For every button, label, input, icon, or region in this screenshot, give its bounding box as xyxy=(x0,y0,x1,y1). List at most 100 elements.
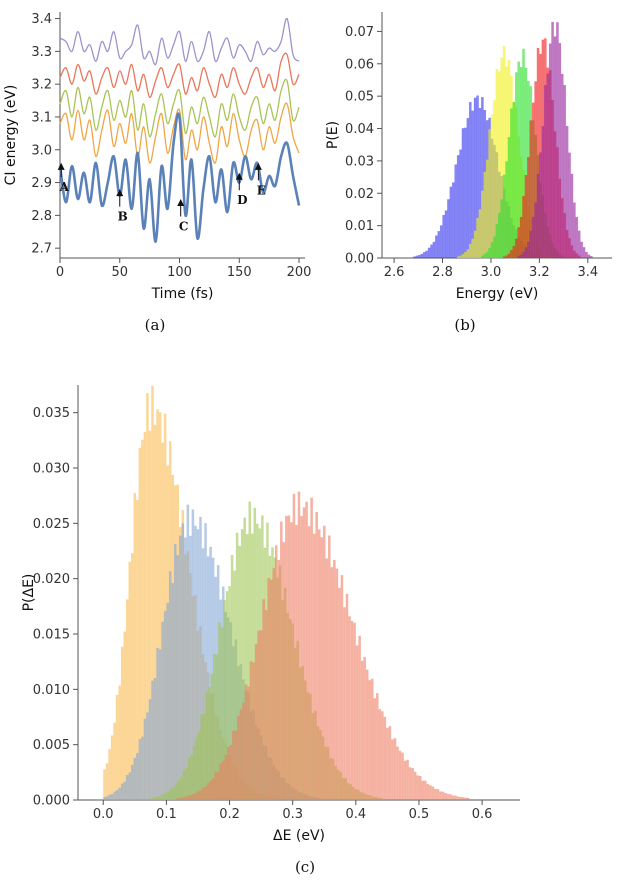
histogram-bar xyxy=(165,792,168,800)
histogram-bar xyxy=(113,722,116,800)
histogram-bar xyxy=(186,504,190,800)
y-tick-label: 3.1 xyxy=(31,110,52,125)
y-tick-label: 3.4 xyxy=(31,12,52,27)
histogram-bar xyxy=(181,523,185,800)
y-tick-label: 3.2 xyxy=(31,78,52,93)
histogram-bar xyxy=(312,533,316,800)
histogram-bar xyxy=(108,794,111,800)
histogram-bar xyxy=(500,199,504,259)
histogram-bar xyxy=(396,746,399,800)
histogram-bar xyxy=(310,497,313,800)
histogram-bar xyxy=(192,745,196,800)
histogram-bar xyxy=(481,190,484,259)
histogram-bar xyxy=(360,660,364,800)
histogram-bar xyxy=(179,535,182,800)
histogram-bar xyxy=(490,242,494,259)
histogram-bar xyxy=(590,255,593,259)
x-axis-label: Energy (eV) xyxy=(456,286,539,302)
histogram-bar xyxy=(363,656,366,800)
annotation-arrow-head xyxy=(235,172,243,180)
histogram-bar xyxy=(446,793,450,800)
histogram-bar xyxy=(307,526,311,800)
histogram-bar xyxy=(416,775,419,800)
histogram-bar xyxy=(468,101,472,259)
series-line-2 xyxy=(59,52,300,99)
histogram-bar xyxy=(153,678,157,800)
histogram-bar xyxy=(176,554,180,800)
histogram-bar xyxy=(161,621,164,800)
histogram-bar xyxy=(166,602,169,800)
histogram-bar xyxy=(257,630,260,800)
histogram-bar xyxy=(153,424,157,800)
histogram-bar xyxy=(234,730,238,800)
x-tick-label: 150 xyxy=(227,265,252,280)
histogram-bar xyxy=(493,236,496,259)
histogram-bar xyxy=(510,250,513,259)
histogram-bar xyxy=(510,108,513,259)
histogram-bar xyxy=(194,525,197,800)
histogram-bar xyxy=(133,757,137,800)
x-tick-label: 50 xyxy=(111,265,128,280)
histogram-bar xyxy=(413,771,417,800)
histogram-bar xyxy=(146,393,149,800)
histogram-bar xyxy=(353,622,356,800)
histogram-bar xyxy=(406,759,409,800)
histogram-bar xyxy=(418,254,421,259)
histogram-bar xyxy=(431,786,435,800)
histogram-bar xyxy=(118,685,121,800)
histogram-bar xyxy=(330,567,334,800)
x-axis-label: ΔE (eV) xyxy=(273,828,325,844)
histogram-bar xyxy=(191,794,195,800)
histogram-bar xyxy=(180,776,183,800)
histogram-bar xyxy=(201,787,205,800)
histogram-bar xyxy=(158,412,162,800)
histogram-bar xyxy=(488,247,491,259)
histogram-bar xyxy=(160,795,163,800)
histogram-bar xyxy=(325,558,329,800)
histogram-bar xyxy=(388,726,392,800)
histogram-bar xyxy=(204,523,207,800)
histogram-bar xyxy=(568,152,571,259)
histogram-bar xyxy=(194,793,197,800)
histogram-bar xyxy=(163,413,167,800)
y-tick-label: 0.01 xyxy=(345,219,374,234)
histogram-bar xyxy=(427,247,431,259)
histogram-bar xyxy=(148,699,152,800)
histogram-bar xyxy=(184,796,187,800)
histogram-bar xyxy=(454,164,458,259)
histogram-bar xyxy=(425,250,429,259)
histogram-bar xyxy=(300,516,303,800)
histogram-bar xyxy=(505,255,508,259)
histogram-bar xyxy=(280,521,283,800)
histogram-bar xyxy=(558,42,562,259)
histogram-bar xyxy=(225,591,229,800)
histogram-bar xyxy=(290,522,293,800)
histogram-bar xyxy=(170,788,173,800)
x-tick-label: 0.4 xyxy=(345,807,366,822)
histogram-bar xyxy=(141,439,144,800)
histogram-bar xyxy=(378,709,382,800)
histogram-bar xyxy=(471,110,475,259)
histogram-bar xyxy=(244,684,248,800)
series-line-4 xyxy=(59,102,300,164)
histogram-bar xyxy=(195,736,198,800)
x-tick-label: 0.5 xyxy=(409,807,430,822)
histogram-bar xyxy=(141,736,144,800)
histogram-bar xyxy=(432,241,436,259)
histogram-bar xyxy=(464,797,467,800)
histogram-bar xyxy=(447,199,450,259)
histogram-bar xyxy=(151,680,154,800)
histogram-bar xyxy=(437,231,441,259)
histogram-bar xyxy=(386,727,389,800)
histogram-bar xyxy=(218,622,221,800)
histogram-bar xyxy=(541,126,545,259)
y-tick-label: 2.7 xyxy=(31,242,52,257)
histogram-bar xyxy=(149,798,153,800)
histogram-bar xyxy=(185,768,188,800)
annotation-arrow-head xyxy=(177,198,185,206)
x-tick-label: 0.2 xyxy=(219,807,240,822)
histogram-bar xyxy=(152,797,156,800)
histogram-bar xyxy=(464,127,467,259)
histogram-bar xyxy=(115,789,119,800)
histogram-bar xyxy=(115,694,119,800)
